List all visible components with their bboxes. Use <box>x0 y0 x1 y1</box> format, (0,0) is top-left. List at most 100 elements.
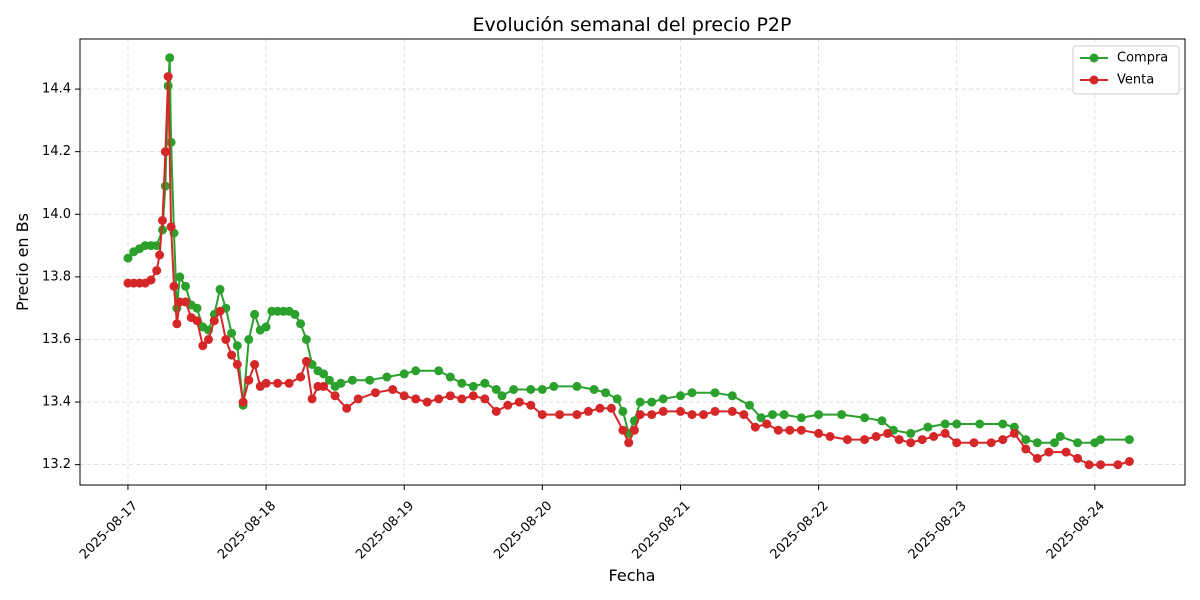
data-point-venta <box>169 281 179 291</box>
legend-label-venta: Venta <box>1117 73 1154 88</box>
data-point-venta <box>555 410 565 420</box>
data-point-venta <box>635 410 645 420</box>
data-point-venta <box>906 438 916 448</box>
data-point-venta <box>342 403 352 413</box>
data-point-venta <box>595 403 605 413</box>
data-point-compra <box>952 419 962 429</box>
data-point-compra <box>434 366 444 376</box>
data-point-compra <box>727 391 737 401</box>
data-point-venta <box>1084 460 1094 470</box>
data-point-venta <box>330 391 340 401</box>
data-point-compra <box>1096 435 1106 445</box>
data-point-venta <box>399 391 409 401</box>
data-point-compra <box>123 253 133 263</box>
legend-marker <box>1089 53 1099 63</box>
data-point-venta <box>1061 447 1071 457</box>
data-point-compra <box>635 397 645 407</box>
y-tick-label: 13.8 <box>42 269 71 284</box>
data-point-venta <box>842 435 852 445</box>
data-point-venta <box>215 306 225 316</box>
data-point-venta <box>192 316 202 326</box>
legend: Compra Venta <box>1072 45 1180 95</box>
data-point-venta <box>158 216 167 225</box>
data-point-compra <box>509 385 519 394</box>
data-point-compra <box>906 428 916 438</box>
data-point-compra <box>768 410 777 420</box>
data-point-compra <box>756 413 766 423</box>
data-point-compra <box>676 391 685 401</box>
data-point-compra <box>1009 422 1019 432</box>
series-layer <box>123 53 1134 470</box>
data-point-compra <box>940 419 950 429</box>
data-point-compra <box>589 385 599 394</box>
data-point-venta <box>814 428 824 438</box>
data-point-venta <box>422 397 432 407</box>
data-point-compra <box>549 381 559 391</box>
y-axis: 13.2 13.4 13.6 13.8 14.0 14.2 14.4 <box>42 82 80 472</box>
data-point-venta <box>629 425 639 435</box>
data-point-venta <box>1124 457 1134 466</box>
data-point-compra <box>250 309 260 319</box>
y-tick-label: 14.2 <box>42 144 71 159</box>
legend-marker <box>1089 75 1099 85</box>
data-point-compra <box>647 397 657 407</box>
data-point-venta <box>1032 453 1042 463</box>
data-point-venta <box>606 403 616 413</box>
data-point-compra <box>192 303 202 313</box>
data-point-compra <box>152 241 162 251</box>
data-point-compra <box>261 322 271 332</box>
data-point-venta <box>301 356 311 366</box>
data-point-compra <box>399 369 409 379</box>
data-point-compra <box>324 375 334 385</box>
data-point-venta <box>273 378 283 388</box>
y-tick-label: 13.4 <box>42 395 71 410</box>
data-point-compra <box>1021 435 1031 445</box>
data-point-venta <box>647 410 657 420</box>
data-point-venta <box>572 410 582 420</box>
data-point-compra <box>877 416 887 426</box>
data-point-compra <box>710 388 720 398</box>
data-point-compra <box>232 341 242 351</box>
data-point-compra <box>166 137 176 147</box>
data-point-venta <box>468 391 478 401</box>
data-point-venta <box>284 378 294 388</box>
data-point-venta <box>883 428 893 438</box>
plot-frame <box>79 38 1186 486</box>
data-point-venta <box>773 425 783 435</box>
data-point-venta <box>1044 447 1054 457</box>
data-point-venta <box>526 400 536 410</box>
data-point-venta <box>411 394 421 404</box>
y-tick-label: 13.6 <box>42 332 71 347</box>
data-point-compra <box>526 385 536 394</box>
data-point-compra <box>572 381 582 391</box>
data-point-compra <box>837 410 847 420</box>
data-point-compra <box>658 394 668 404</box>
data-point-venta <box>261 378 271 388</box>
data-point-compra <box>175 272 185 282</box>
data-point-compra <box>497 391 507 401</box>
data-point-venta <box>727 406 737 416</box>
data-point-venta <box>221 335 231 344</box>
y-axis-title: Precio en Bs <box>13 213 32 311</box>
data-point-compra <box>1032 438 1042 448</box>
data-point-compra <box>296 319 306 329</box>
data-point-compra <box>319 369 329 379</box>
data-point-compra <box>165 53 175 63</box>
data-point-compra <box>411 366 421 376</box>
data-point-compra <box>998 419 1008 429</box>
data-point-venta <box>172 319 182 329</box>
data-point-venta <box>480 394 490 404</box>
data-point-venta <box>1073 453 1083 463</box>
data-point-venta <box>699 410 708 420</box>
data-point-venta <box>244 375 254 385</box>
data-point-compra <box>468 381 478 391</box>
data-point-compra <box>618 406 628 416</box>
data-point-venta <box>146 275 156 285</box>
data-point-compra <box>457 378 467 388</box>
data-point-venta <box>445 391 455 401</box>
data-point-compra <box>445 372 455 382</box>
data-point-venta <box>618 425 628 435</box>
data-point-venta <box>227 350 237 360</box>
